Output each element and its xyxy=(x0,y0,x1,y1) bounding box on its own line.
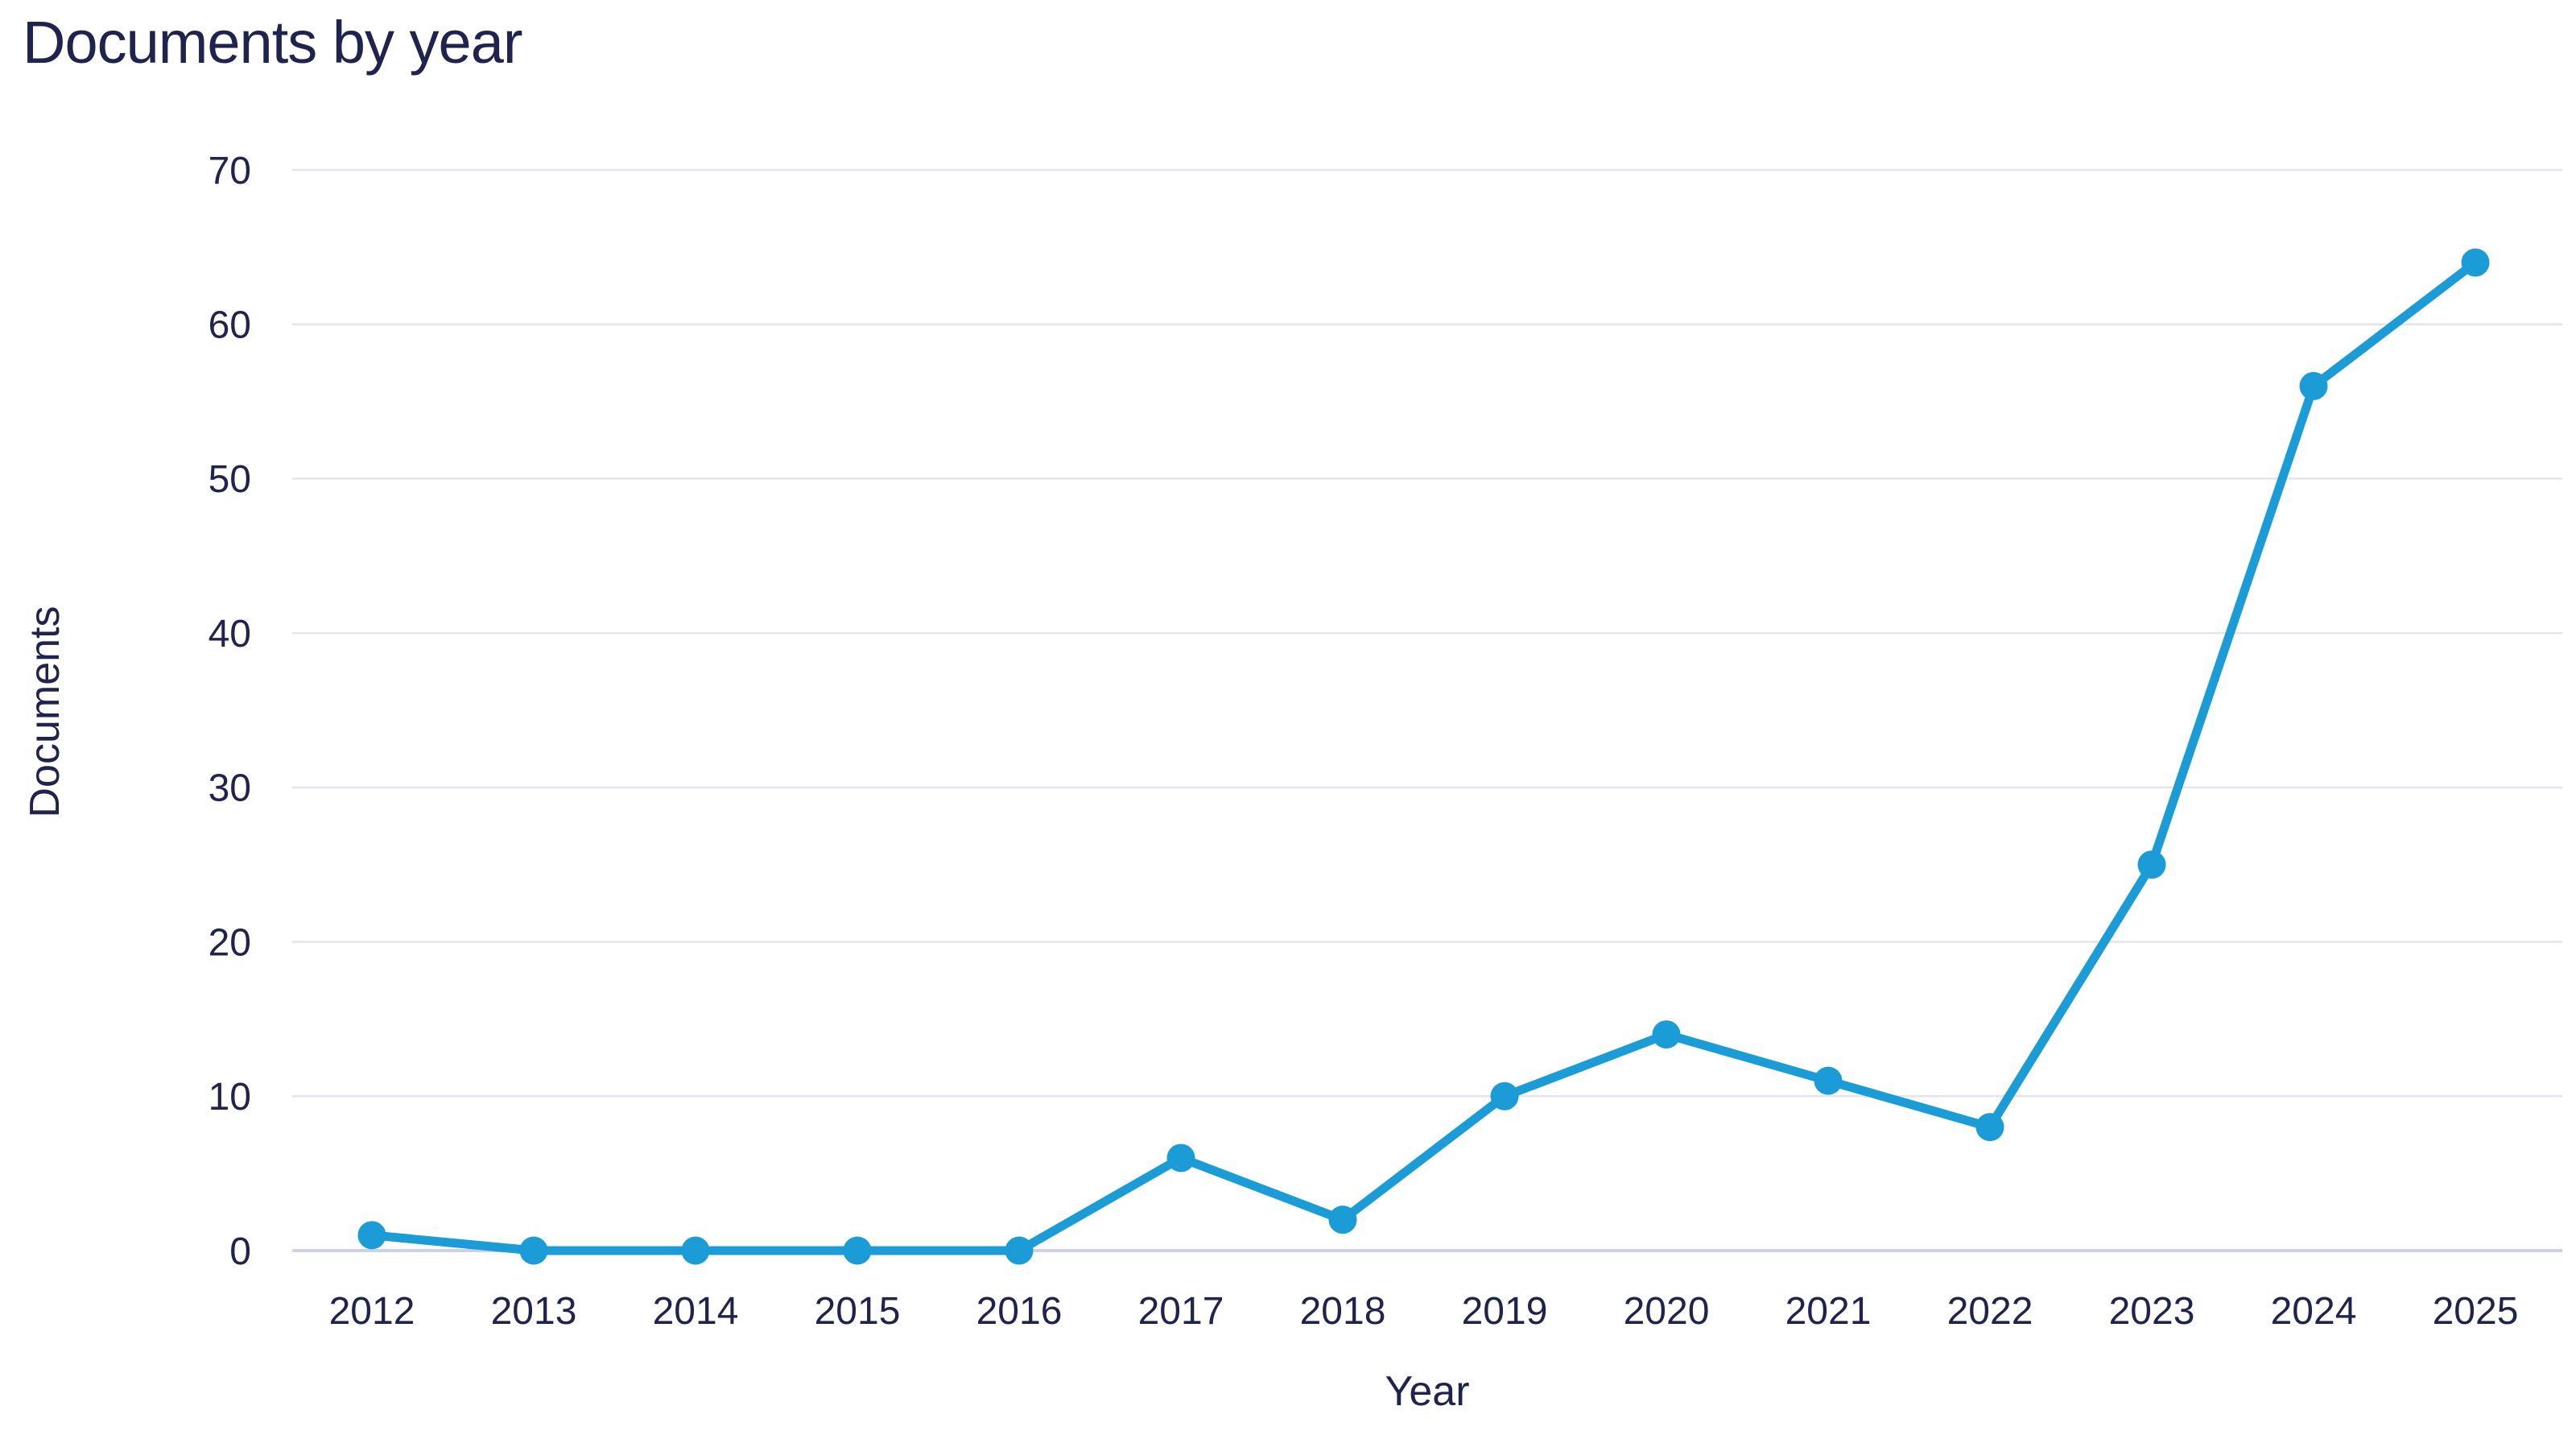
data-point-marker[interactable] xyxy=(1652,1020,1681,1049)
x-tick-label: 2020 xyxy=(1624,1290,1710,1333)
data-point-marker[interactable] xyxy=(1005,1236,1034,1265)
data-point-marker[interactable] xyxy=(2299,371,2328,400)
data-point-marker[interactable] xyxy=(519,1236,548,1265)
y-tick-label: 0 xyxy=(229,1230,251,1273)
data-point-marker[interactable] xyxy=(2137,850,2166,879)
x-axis-title: Year xyxy=(1385,1368,1470,1415)
y-tick-label: 50 xyxy=(208,458,251,501)
data-point-marker[interactable] xyxy=(2461,248,2490,277)
x-tick-label: 2013 xyxy=(491,1290,577,1333)
y-tick-label: 70 xyxy=(208,150,251,192)
x-tick-label: 2012 xyxy=(329,1290,415,1333)
x-tick-label: 2019 xyxy=(1462,1290,1548,1333)
x-tick-labels: 2012 2013 2014 2015 2016 2017 2018 2019 2020 2021… xyxy=(329,1290,2519,1333)
chart-title: Documents by year xyxy=(23,9,522,76)
y-tick-labels: 0 10 20 30 40 50 60 70 xyxy=(208,150,251,1273)
gridlines xyxy=(292,168,2562,1252)
series-line xyxy=(367,258,2480,1255)
data-point-marker[interactable] xyxy=(1328,1205,1357,1234)
data-point-marker[interactable] xyxy=(843,1236,872,1265)
y-tick-label: 60 xyxy=(208,304,251,347)
data-point-marker[interactable] xyxy=(681,1236,710,1265)
y-tick-label: 20 xyxy=(208,921,251,964)
y-tick-label: 30 xyxy=(208,767,251,810)
x-tick-label: 2025 xyxy=(2433,1290,2519,1333)
data-point-markers xyxy=(357,248,2490,1265)
y-tick-label: 40 xyxy=(208,613,251,655)
y-tick-label: 10 xyxy=(208,1076,251,1119)
x-tick-label: 2017 xyxy=(1138,1290,1224,1333)
x-tick-label: 2015 xyxy=(815,1290,901,1333)
data-point-marker[interactable] xyxy=(1490,1081,1519,1110)
x-tick-label: 2016 xyxy=(976,1290,1063,1333)
x-tick-label: 2014 xyxy=(653,1290,739,1333)
x-tick-label: 2023 xyxy=(2109,1290,2195,1333)
x-tick-label: 2018 xyxy=(1300,1290,1386,1333)
data-point-marker[interactable] xyxy=(1975,1113,2004,1142)
x-tick-label: 2024 xyxy=(2271,1290,2357,1333)
data-point-marker[interactable] xyxy=(1166,1143,1195,1172)
x-tick-label: 2021 xyxy=(1785,1290,1872,1333)
data-point-marker[interactable] xyxy=(1814,1066,1843,1095)
data-point-marker[interactable] xyxy=(357,1221,386,1250)
x-tick-label: 2022 xyxy=(1947,1290,2033,1333)
